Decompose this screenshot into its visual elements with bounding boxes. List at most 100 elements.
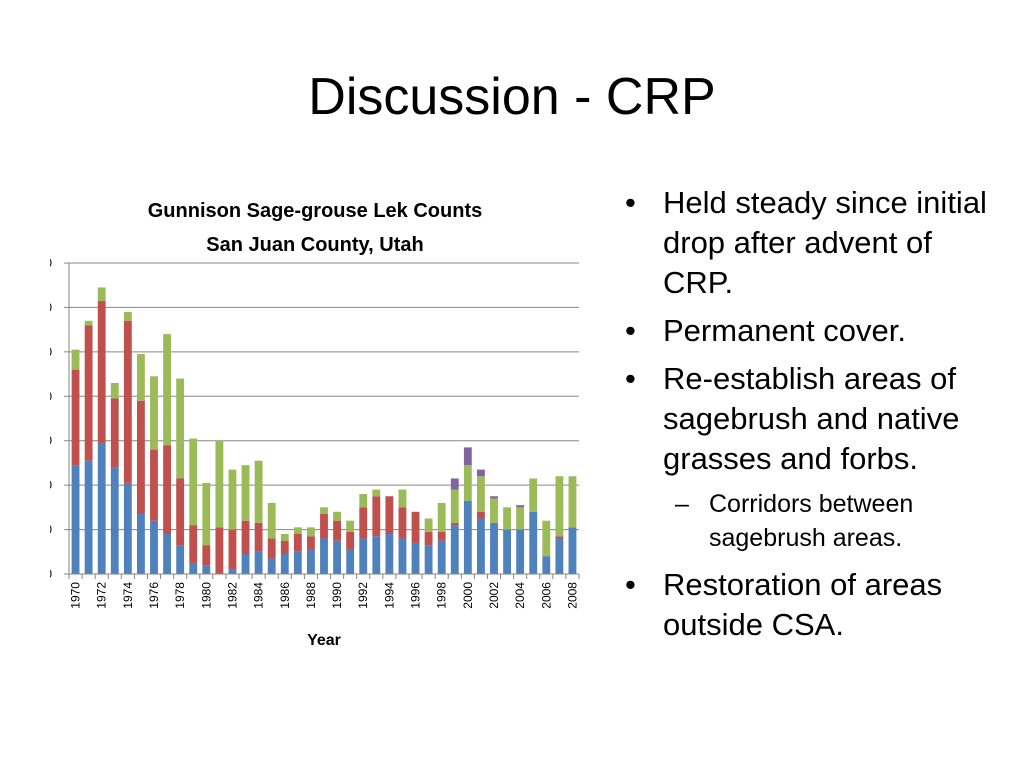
bar-segment-2006-s3 [542, 520, 551, 557]
bar-segment-2002-s3 [490, 498, 498, 523]
y-tick-label: 140 [50, 256, 52, 270]
bullet-glyph: • [625, 567, 636, 602]
lek-count-chart: Gunnison Sage-grouse Lek Counts San Juan… [50, 190, 600, 660]
bar-segment-1998-s2 [437, 531, 446, 541]
bar-segment-1985-s1 [267, 558, 276, 574]
bar-segment-1993-s2 [372, 496, 381, 537]
bar-segment-1978-s3 [176, 378, 185, 479]
bar-segment-1990-s1 [333, 540, 341, 574]
x-tick-label: 1976 [147, 582, 161, 609]
x-tick-label: 1972 [95, 582, 109, 609]
bar-segment-1971-s2 [84, 325, 93, 461]
bar-segment-1995-s2 [398, 507, 407, 539]
bar-segment-1993-s1 [372, 536, 381, 574]
x-tick-label: 1996 [409, 582, 423, 609]
bullet-text: Permanent cover. [663, 313, 906, 348]
bar-segment-1970-s1 [71, 465, 80, 574]
bar-segment-1984-s1 [254, 551, 263, 574]
chart-title: Gunnison Sage-grouse Lek Counts [148, 200, 482, 222]
bar-segment-2004-s1 [516, 529, 525, 574]
bar-segment-1974-s2 [123, 320, 132, 483]
x-tick-label: 1982 [225, 582, 239, 609]
bar-segment-1986-s3 [280, 534, 289, 541]
bar-segment-2000-s4 [463, 447, 472, 466]
bar-segment-1987-s3 [293, 527, 302, 535]
bar-segment-1977-s2 [163, 445, 171, 535]
bar-segment-1976-s3 [150, 376, 158, 450]
bar-segment-1970-s2 [71, 369, 80, 466]
bar-segment-2007-s2 [555, 536, 564, 539]
x-tick-label: 1970 [69, 582, 83, 609]
bar-segment-1986-s1 [280, 554, 289, 574]
bar-segment-2001-s4 [477, 469, 485, 477]
y-tick-label: 120 [50, 300, 52, 314]
x-tick-label: 1990 [330, 582, 344, 609]
bar-segment-1994-s1 [385, 534, 394, 574]
bar-segment-1990-s2 [333, 520, 341, 541]
bar-segment-1999-s2 [450, 522, 459, 526]
sub-bullet-item: – Corridors between sagebrush areas. [675, 487, 1010, 555]
bar-segment-2007-s1 [555, 538, 564, 574]
bar-segment-1984-s2 [254, 522, 263, 552]
bar-segment-1972-s1 [97, 442, 106, 574]
x-tick-label: 1980 [199, 582, 213, 609]
bar-segment-2000-s1 [463, 500, 472, 574]
x-tick-label: 2006 [539, 582, 553, 609]
bullet-glyph: • [625, 185, 636, 220]
bar-segment-1981-s2 [215, 527, 224, 574]
bar-segment-2004-s3 [516, 507, 525, 530]
bar-segment-1971-s3 [84, 320, 93, 326]
bar-segment-1983-s3 [241, 465, 250, 521]
bar-segment-1993-s3 [372, 489, 381, 497]
bar-segment-1989-s2 [320, 514, 328, 539]
bar-segment-1975-s2 [137, 400, 145, 515]
bar-segment-1982-s3 [228, 469, 237, 530]
bar-segment-1981-s3 [215, 440, 224, 528]
bar-segment-1994-s2 [385, 496, 394, 535]
bar-segment-1991-s1 [346, 549, 355, 574]
bar-segment-1990-s3 [333, 511, 341, 521]
x-tick-label: 1994 [382, 582, 396, 609]
bar-segment-1987-s2 [293, 534, 302, 552]
chart-subtitle: San Juan County, Utah [206, 234, 423, 256]
sub-bullet-glyph: – [675, 490, 689, 518]
x-tick-label: 1998 [435, 582, 449, 609]
bar-segment-1988-s1 [307, 549, 315, 574]
bar-segment-1998-s1 [437, 540, 446, 574]
bar-segment-1992-s2 [359, 507, 368, 539]
bar-segment-1985-s2 [267, 538, 276, 559]
bar-segment-1980-s2 [202, 545, 211, 566]
bar-segment-1979-s2 [189, 525, 198, 563]
chart-gridlines [69, 262, 579, 531]
x-tick-label: 1986 [278, 582, 292, 609]
bar-segment-1983-s2 [241, 520, 250, 555]
bar-segment-2003-s1 [503, 529, 511, 574]
bar-segment-1973-s3 [110, 382, 119, 399]
bar-segment-1974-s3 [123, 311, 132, 321]
y-tick-label: 60 [50, 434, 52, 448]
bar-segment-1974-s1 [123, 482, 132, 574]
bar-segment-1976-s2 [150, 449, 158, 521]
y-tick-label: 100 [50, 345, 52, 359]
bar-segment-2005-s3 [529, 478, 538, 512]
bar-segment-1977-s3 [163, 334, 171, 446]
bar-segment-1995-s1 [398, 538, 407, 574]
bar-segment-2004-s4 [516, 505, 525, 508]
bar-segment-1987-s1 [293, 551, 302, 574]
bullet-glyph: • [625, 361, 636, 396]
sub-bullet-text: Corridors between sagebrush areas. [709, 490, 914, 552]
bar-segment-1992-s1 [359, 538, 368, 574]
bar-segment-1978-s2 [176, 478, 185, 546]
bar-segment-1973-s1 [110, 467, 119, 574]
bar-segment-2002-s1 [490, 522, 498, 574]
bullet-list: • Held steady since initial drop after ad… [625, 183, 1010, 653]
bar-segment-1980-s3 [202, 482, 211, 546]
bar-segment-2006-s1 [542, 556, 551, 574]
bar-segment-1979-s3 [189, 438, 198, 526]
bar-segment-1991-s2 [346, 531, 355, 550]
bullet-text: Re-establish areas of sagebrush and nati… [663, 361, 960, 476]
bar-segment-1978-s1 [176, 545, 185, 574]
bar-segment-1997-s1 [424, 545, 433, 574]
bullet-item: • Re-establish areas of sagebrush and nat… [625, 359, 1010, 479]
bar-segment-2008-s3 [568, 476, 577, 528]
